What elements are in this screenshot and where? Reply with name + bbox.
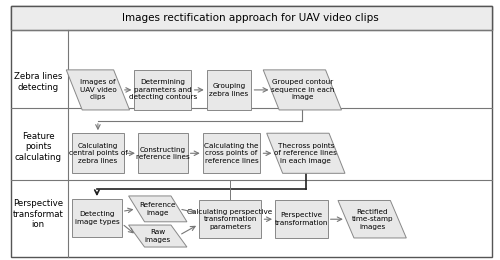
Bar xyxy=(275,200,328,238)
Text: Images of
UAV video
clips: Images of UAV video clips xyxy=(80,79,116,100)
Text: Reference
image: Reference image xyxy=(140,202,176,216)
Polygon shape xyxy=(266,133,345,173)
Bar xyxy=(134,70,192,110)
Bar xyxy=(199,200,261,238)
Bar xyxy=(10,6,492,30)
Text: Thecross points
of reference lines
in each image: Thecross points of reference lines in ea… xyxy=(274,143,338,164)
Text: Perspective
transformation: Perspective transformation xyxy=(274,212,328,226)
Polygon shape xyxy=(338,200,406,238)
Bar xyxy=(203,133,260,173)
Text: Constructing
reference lines: Constructing reference lines xyxy=(136,147,190,160)
Text: Images rectification approach for UAV video clips: Images rectification approach for UAV vi… xyxy=(122,13,378,23)
Text: Grouped contour
sequence in each
image: Grouped contour sequence in each image xyxy=(270,79,334,100)
Bar xyxy=(138,133,188,173)
Bar xyxy=(72,199,122,237)
Text: Calculating the
cross points of
reference lines: Calculating the cross points of referenc… xyxy=(204,143,259,164)
Text: Determining
parameters and
detecting contours: Determining parameters and detecting con… xyxy=(128,79,197,100)
Text: Feature
points
calculating: Feature points calculating xyxy=(14,132,62,162)
Polygon shape xyxy=(128,225,187,247)
Polygon shape xyxy=(128,196,187,222)
Text: Calculating
central points of
zebra lines: Calculating central points of zebra line… xyxy=(68,143,128,164)
Text: Zebra lines
detecting: Zebra lines detecting xyxy=(14,73,62,92)
Bar xyxy=(206,70,252,110)
Text: Perspective
transformat
ion: Perspective transformat ion xyxy=(12,199,64,229)
Polygon shape xyxy=(66,70,130,110)
Text: Detecting
image types: Detecting image types xyxy=(74,211,120,225)
Text: Rectified
time-stamp
images: Rectified time-stamp images xyxy=(352,209,393,230)
Text: Calculating perspective
transformation
parameters: Calculating perspective transformation p… xyxy=(188,209,272,230)
Text: Grouping
zebra lines: Grouping zebra lines xyxy=(210,83,248,97)
Text: Raw
images: Raw images xyxy=(144,229,171,243)
Bar xyxy=(72,133,124,173)
Polygon shape xyxy=(263,70,342,110)
